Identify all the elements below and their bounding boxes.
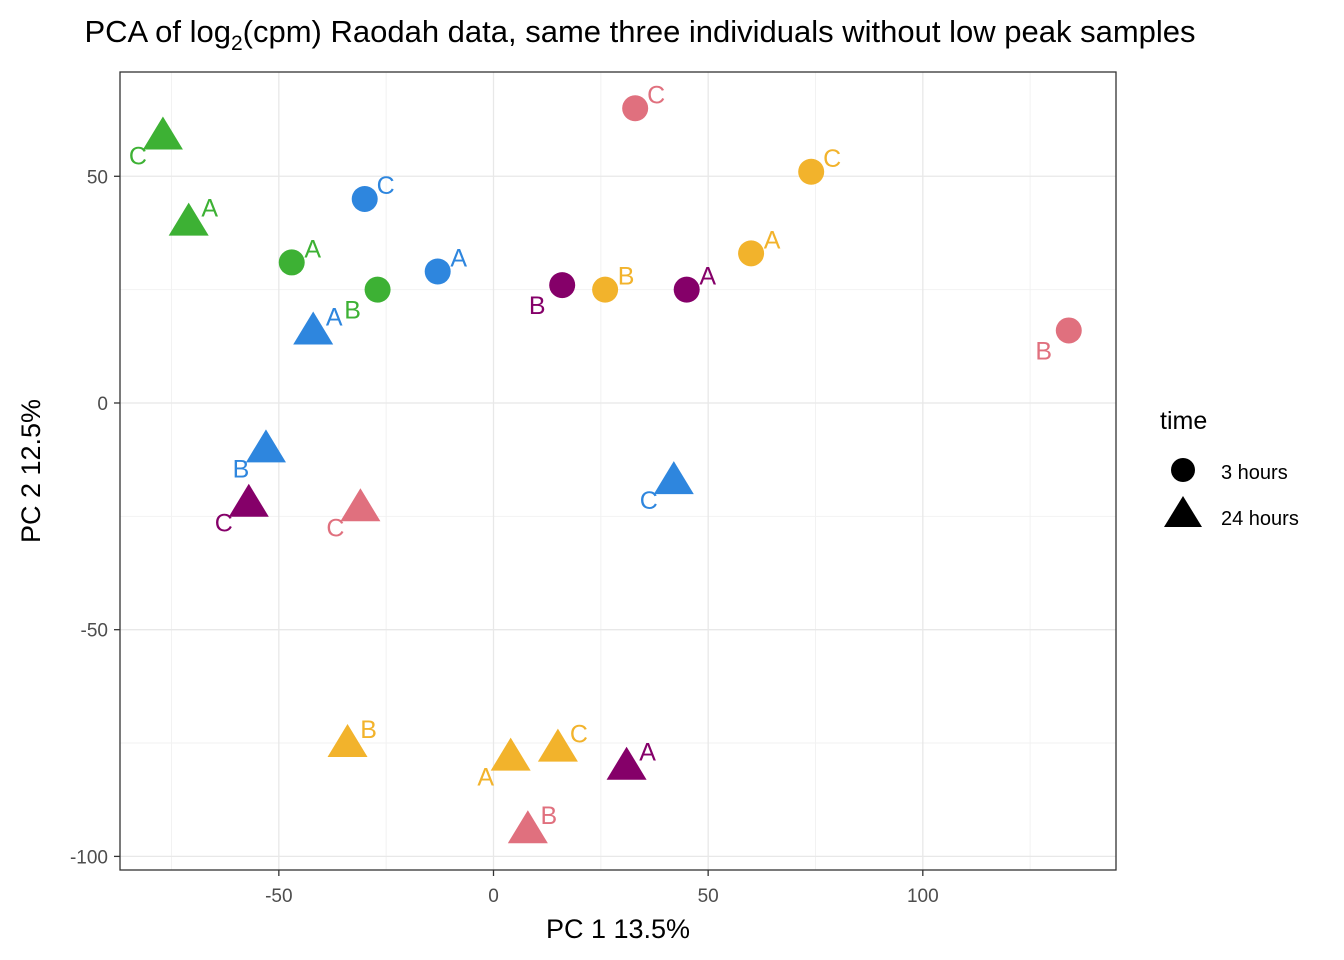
plot-title: PCA of log2(cpm) Raodah data, same three… (84, 14, 1195, 55)
point-label: C (129, 142, 147, 170)
x-tick-label: 50 (698, 886, 719, 907)
point-triangle (228, 483, 269, 517)
point-label: C (647, 81, 665, 109)
point-circle (1055, 317, 1082, 344)
point-circle (738, 240, 765, 267)
point-circle (424, 258, 451, 285)
points-layer (142, 95, 1082, 844)
point-label: A (201, 195, 218, 223)
panel-background (120, 72, 1116, 870)
legend-key-triangle (1164, 496, 1202, 527)
point-label: C (326, 514, 344, 542)
point-label: B (618, 263, 635, 291)
point-label: B (1035, 337, 1052, 365)
point-label: C (823, 145, 841, 173)
point-triangle (245, 429, 286, 463)
point-label: A (699, 263, 716, 291)
point-label: A (450, 245, 467, 273)
grid-minor (120, 72, 1116, 870)
legend-label-3-hours: 3 hours (1221, 462, 1288, 484)
y-tick-label: 0 (97, 394, 108, 415)
y-tick-label: -50 (81, 621, 108, 642)
point-triangle (606, 746, 647, 780)
legend-title: time (1160, 407, 1207, 435)
point-circle (278, 249, 305, 276)
x-axis: -50 0 50 100 (265, 870, 939, 907)
point-label: A (764, 226, 781, 254)
point-label: B (233, 455, 250, 483)
x-tick-label: 0 (488, 886, 499, 907)
point-circle (364, 276, 391, 303)
point-label: B (360, 716, 377, 744)
panel-border (119, 71, 1117, 871)
point-label: C (640, 487, 658, 515)
point-label: B (529, 292, 546, 320)
point-triangle (490, 737, 531, 771)
x-axis-title: PC 1 13.5% (546, 914, 690, 944)
point-triangle (507, 810, 548, 844)
point-label: B (541, 802, 558, 830)
point-triangle (293, 311, 334, 345)
point-circle (673, 276, 700, 303)
grid-major (120, 72, 1116, 870)
legend-key-circle (1171, 458, 1195, 482)
x-tick-label: -50 (265, 886, 292, 907)
point-label: C (215, 510, 233, 538)
point-triangle (327, 724, 368, 758)
point-label: A (477, 764, 494, 792)
y-tick-label: 50 (87, 167, 108, 188)
point-circle (351, 185, 378, 212)
y-axis: -100 -50 0 50 (70, 167, 120, 868)
legend: time 3 hours 24 hours (1160, 407, 1299, 530)
x-tick-label: 100 (907, 886, 939, 907)
point-label: C (377, 172, 395, 200)
point-triangle (340, 488, 381, 522)
point-circle (798, 158, 825, 185)
point-triangle (653, 461, 694, 495)
y-tick-label: -100 (70, 847, 108, 868)
point-triangle (537, 728, 578, 762)
point-label: A (639, 739, 656, 767)
legend-label-24-hours: 24 hours (1221, 508, 1299, 530)
point-triangle (142, 116, 183, 150)
point-circle (622, 95, 649, 122)
point-triangle (168, 202, 209, 236)
point-label: A (326, 303, 343, 331)
point-label: B (344, 297, 361, 325)
point-circle (592, 276, 619, 303)
point-circle (549, 272, 576, 299)
point-label: C (570, 721, 588, 749)
y-axis-title: PC 2 12.5% (16, 399, 46, 543)
point-label: A (304, 235, 321, 263)
